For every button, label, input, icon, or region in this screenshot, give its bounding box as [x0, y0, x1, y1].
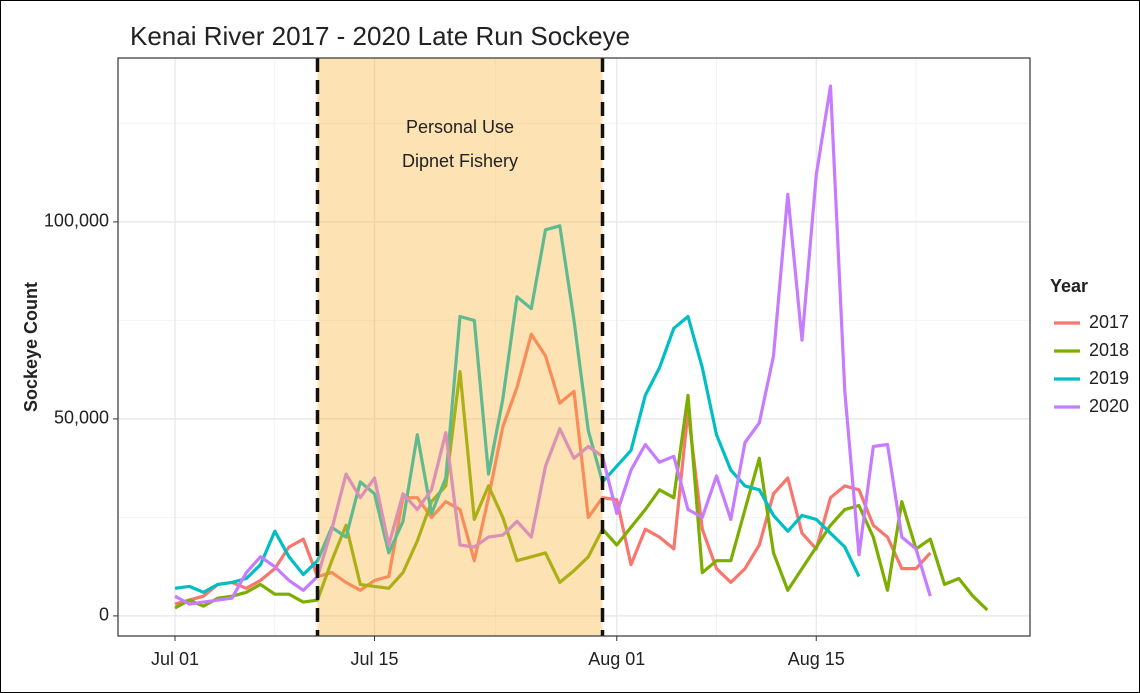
x-tick-label: Jul 01 [151, 649, 199, 669]
chart-title: Kenai River 2017 - 2020 Late Run Sockeye [130, 21, 630, 51]
y-tick-label: 50,000 [54, 408, 109, 428]
x-tick-label: Aug 15 [788, 649, 845, 669]
legend-label: 2019 [1089, 368, 1129, 388]
annotation: Personal Use [406, 117, 514, 137]
shade-region [317, 58, 603, 636]
y-axis-label: Sockeye Count [21, 282, 41, 412]
panel-border [117, 57, 1031, 637]
series-line [174, 370, 989, 612]
legend-label: 2018 [1089, 340, 1129, 360]
y-tick-label: 0 [99, 605, 109, 625]
series-line [174, 332, 932, 606]
y-tick-label: 100,000 [44, 211, 109, 231]
x-tick-label: Aug 01 [588, 649, 645, 669]
x-tick-label: Jul 15 [350, 649, 398, 669]
legend-label: 2017 [1089, 312, 1129, 332]
legend-label: 2020 [1089, 396, 1129, 416]
legend-title: Year [1050, 276, 1088, 296]
annotation: Dipnet Fishery [402, 151, 518, 171]
series-line [174, 224, 861, 594]
series-line [174, 84, 932, 606]
